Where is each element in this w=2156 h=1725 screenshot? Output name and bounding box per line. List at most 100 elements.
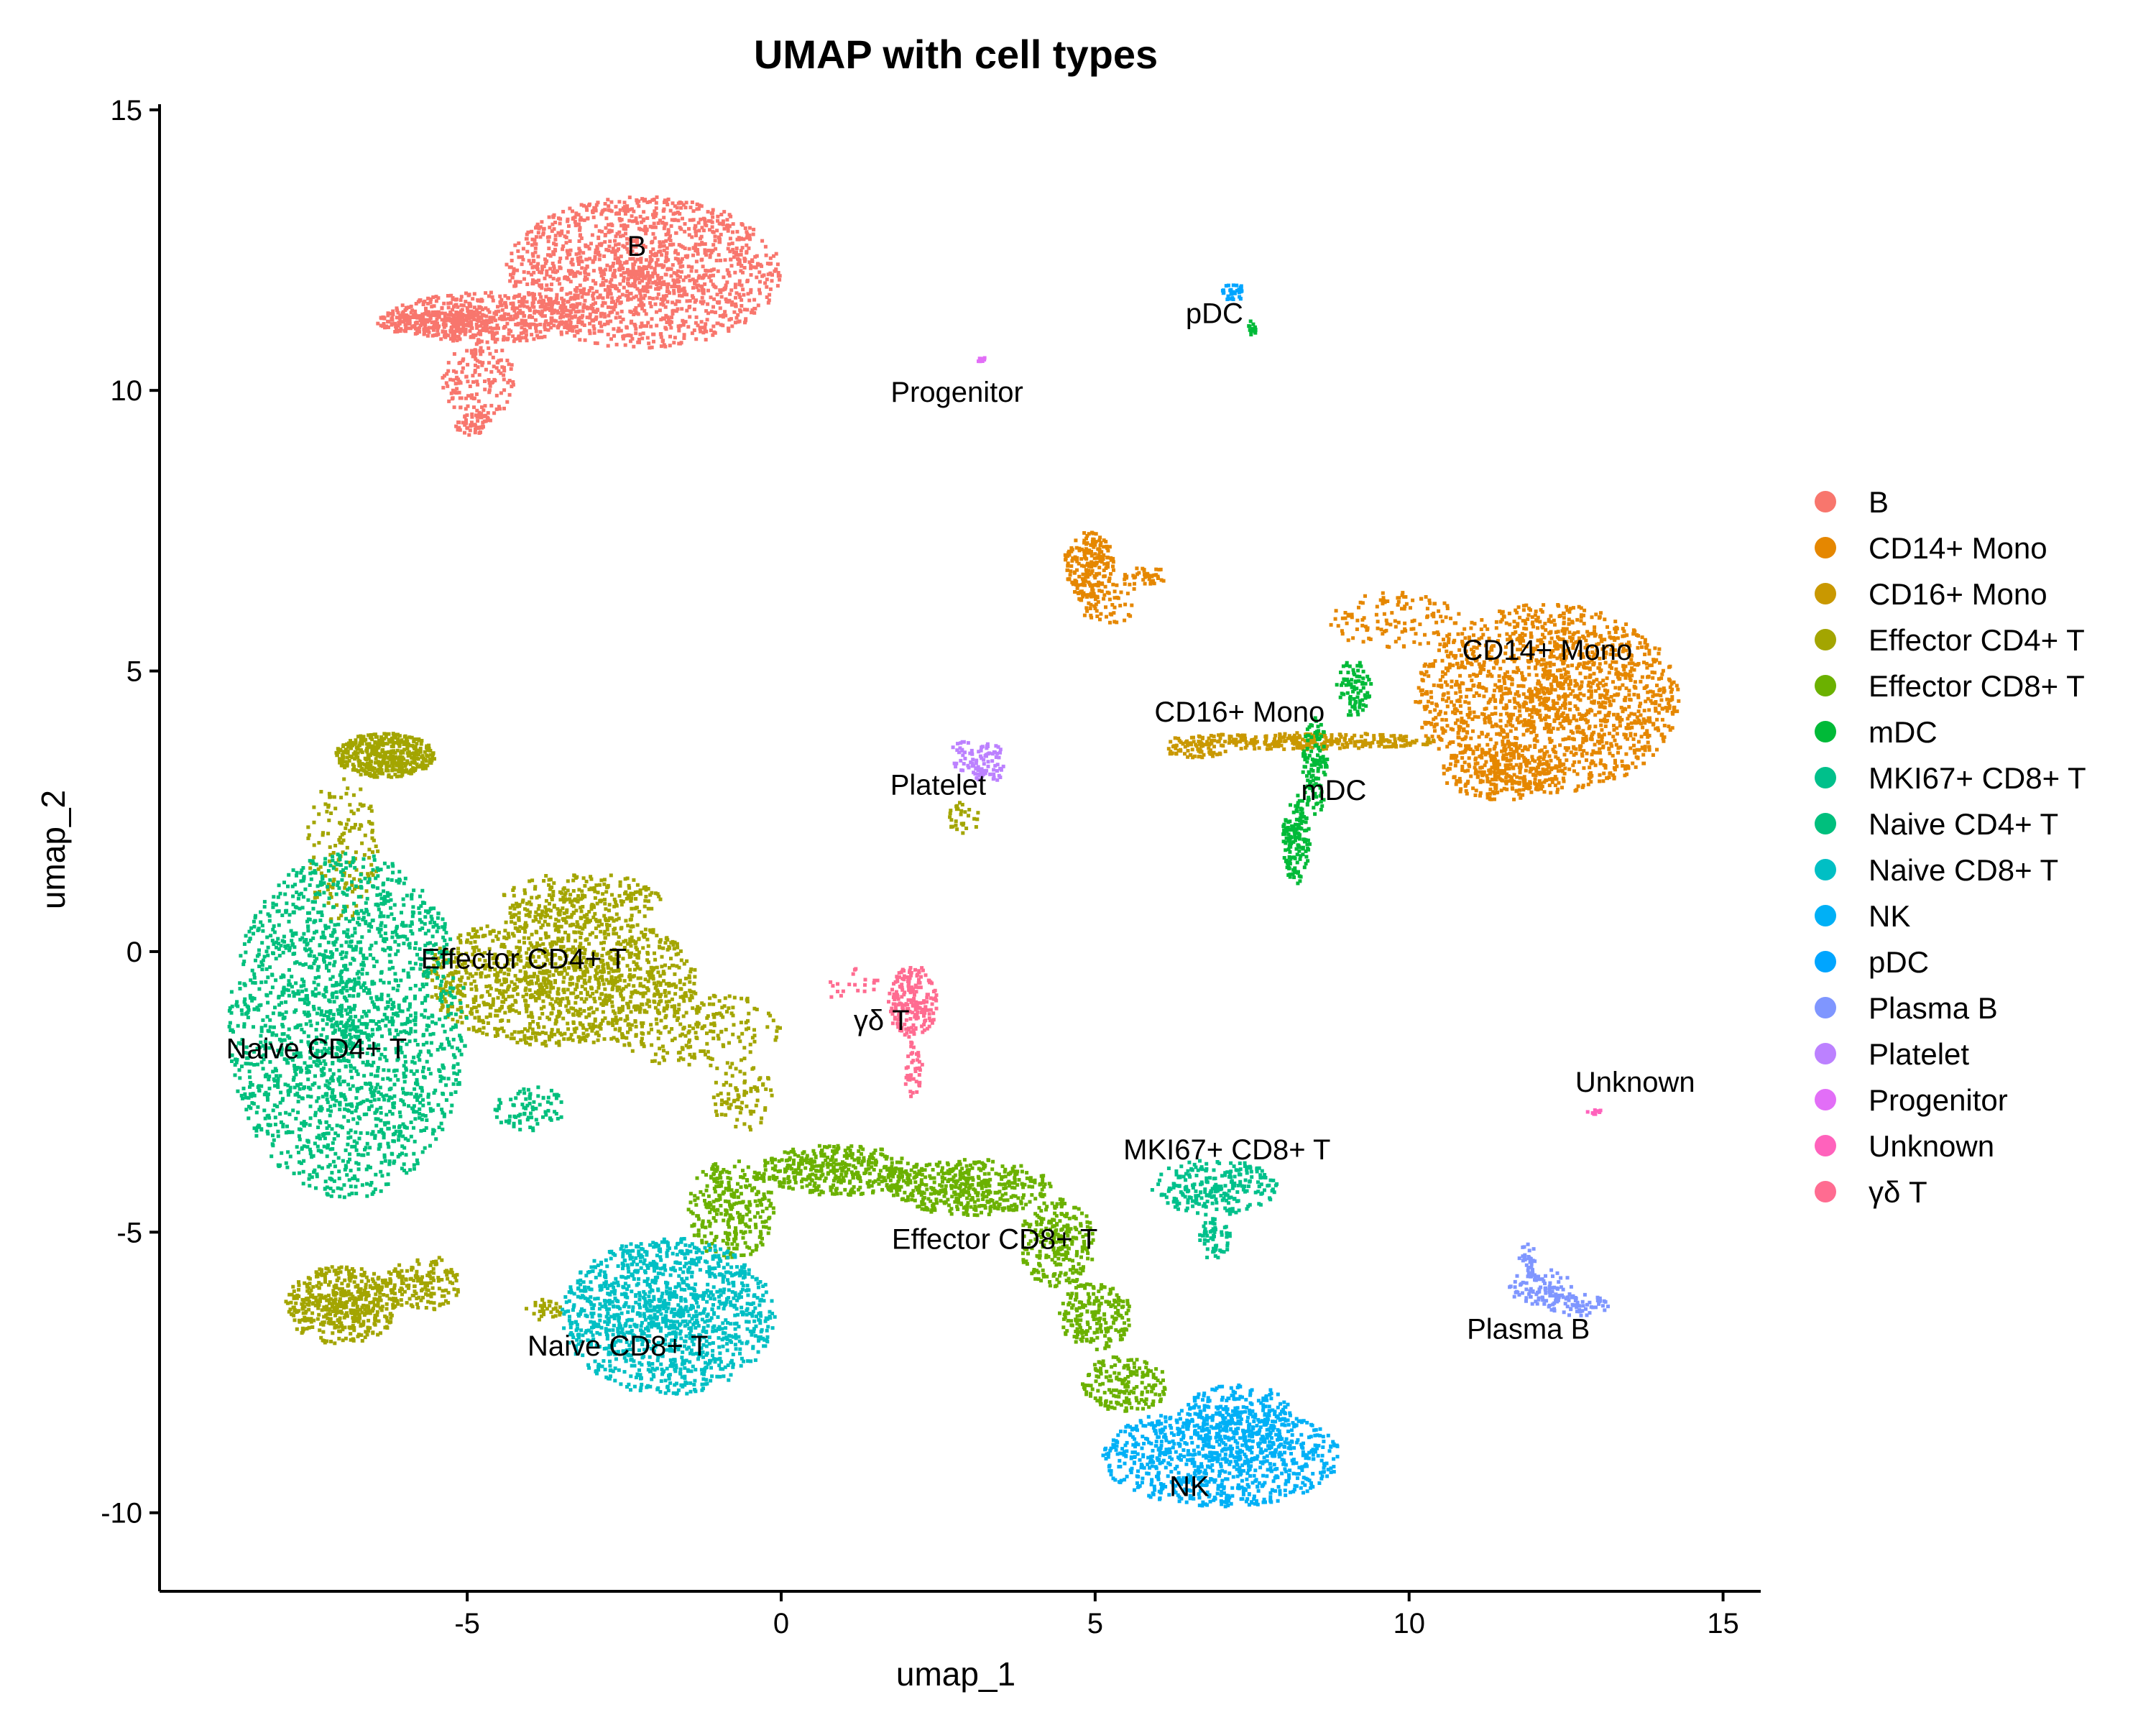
series-14: [1585, 1108, 1603, 1116]
point-cloud: [1220, 283, 1244, 301]
point-cloud: [686, 1159, 776, 1260]
legend-label: pDC: [1869, 945, 1929, 979]
point-cloud: [977, 356, 987, 364]
cluster-label: pDC: [1186, 298, 1243, 330]
point-cloud: [1281, 794, 1312, 886]
legend-swatch: [1815, 767, 1836, 788]
point-cloud: [829, 967, 880, 999]
point-cloud: [1517, 1242, 1537, 1276]
point-cloud: [422, 911, 698, 1048]
cluster-label: Naive CD4+ T: [226, 1033, 407, 1064]
legend-label: CD16+ Mono: [1869, 577, 2047, 611]
legend-swatch: [1815, 813, 1836, 834]
point-cloud: [284, 1265, 400, 1346]
cluster-label: Progenitor: [890, 377, 1023, 408]
cluster-label: Platelet: [890, 769, 986, 801]
point-cloud: [1169, 731, 1435, 752]
series-10: [1220, 283, 1244, 301]
legend-label: Plasma B: [1869, 991, 1998, 1025]
legend-swatch: [1815, 1089, 1836, 1110]
series-3: [284, 732, 980, 1346]
series-2: [1166, 731, 1435, 760]
point-cloud: [1166, 740, 1227, 760]
cluster-label: γδ T: [854, 1005, 910, 1036]
point-cloud: [386, 290, 599, 344]
point-cloud: [1442, 742, 1567, 801]
x-tick-label: 0: [773, 1608, 789, 1639]
point-cloud: [887, 966, 939, 1039]
series-1: [1063, 530, 1681, 801]
cluster-label: B: [627, 231, 647, 262]
cluster-labels: B CD14+ Mono CD16+ Mono Effector CD4+ T Effe…: [226, 231, 1695, 1503]
point-cloud: [948, 801, 980, 835]
legend-label: MKI67+ CD8+ T: [1869, 761, 2086, 795]
point-cloud: [1508, 1268, 1573, 1307]
point-cloud: [334, 732, 436, 779]
legend-swatch: [1815, 675, 1836, 696]
series-8: [561, 1237, 777, 1396]
y-tick-label: 15: [111, 95, 143, 126]
legend-swatch: [1815, 859, 1836, 880]
legend-swatch: [1815, 491, 1836, 512]
point-cloud: [951, 740, 975, 773]
series-9: [1101, 1383, 1340, 1509]
point-cloud: [621, 993, 782, 1070]
point-cloud: [1335, 661, 1373, 717]
series-12: [951, 740, 1005, 782]
point-cloud: [1101, 1405, 1340, 1509]
point-cloud: [1185, 1383, 1296, 1452]
series-11: [1508, 1242, 1610, 1317]
cluster-label: Effector CD4+ T: [421, 943, 627, 975]
cluster-label: Effector CD8+ T: [892, 1224, 1097, 1256]
legend-label: Effector CD8+ T: [1869, 669, 2085, 703]
y-tick-label: 5: [126, 656, 142, 688]
point-cloud: [1247, 319, 1258, 336]
legend-swatch: [1815, 721, 1836, 742]
point-cloud: [1058, 1282, 1131, 1351]
legend-swatch: [1815, 1181, 1836, 1202]
series-13: [977, 356, 987, 364]
point-cloud: [454, 412, 492, 437]
point-cloud: [502, 873, 663, 931]
series-15: [829, 966, 939, 1098]
x-tick-label: 10: [1393, 1608, 1425, 1639]
point-cloud: [1081, 1355, 1167, 1413]
y-tick-label: 0: [126, 937, 142, 968]
legend-label: Effector CD4+ T: [1869, 623, 2085, 657]
y-tick-label: -10: [101, 1498, 142, 1530]
legend-swatch: [1815, 905, 1836, 926]
legend-label: Platelet: [1869, 1037, 1969, 1071]
x-ticks: -5 0 5 10 15: [454, 1591, 1739, 1639]
legend-label: Naive CD8+ T: [1869, 853, 2058, 887]
point-cloud: [384, 1256, 460, 1312]
x-tick-label: 15: [1707, 1608, 1739, 1639]
point-cloud: [888, 1158, 1053, 1218]
series-0: [376, 195, 782, 437]
series-4: [686, 1144, 1167, 1413]
chart-title: UMAP with cell types: [754, 32, 1158, 77]
point-cloud: [505, 195, 782, 350]
cluster-label: NK: [1169, 1471, 1210, 1502]
point-cloud: [1414, 603, 1681, 795]
legend-label: CD14+ Mono: [1869, 531, 2047, 565]
legend-label: B: [1869, 485, 1889, 519]
point-cloud: [1063, 530, 1115, 599]
point-cloud: [493, 1085, 563, 1133]
legend-swatch: [1815, 951, 1836, 972]
point-cloud: [376, 309, 494, 337]
legend-label: mDC: [1869, 715, 1938, 749]
point-cloud: [1547, 1292, 1610, 1317]
legend-swatch: [1815, 537, 1836, 558]
scatter-points: [227, 195, 1681, 1509]
point-cloud: [1329, 591, 1461, 649]
legend-swatch: [1815, 629, 1836, 650]
point-cloud: [441, 339, 515, 420]
point-cloud: [227, 852, 469, 1200]
legend-label: Unknown: [1869, 1129, 1994, 1163]
series-7: [227, 852, 563, 1200]
point-cloud: [969, 742, 1005, 782]
cluster-label: mDC: [1301, 775, 1366, 806]
point-cloud: [1123, 566, 1166, 586]
legend-label: Naive CD4+ T: [1869, 807, 2058, 841]
